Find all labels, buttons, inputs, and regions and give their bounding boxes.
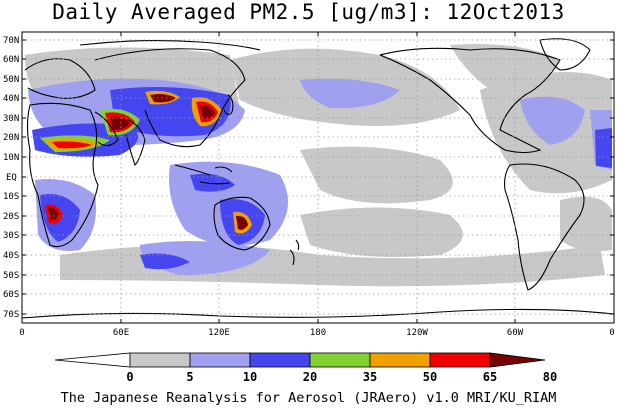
colorbar-swatch: [129, 352, 191, 368]
coastline-australia: [213, 196, 271, 251]
lat-label: 30S: [3, 231, 19, 241]
pm25-band-gray-south-pacific: [300, 207, 463, 258]
lat-label: 60S: [3, 290, 19, 300]
pm25-band-maroon-arabia: [110, 116, 130, 130]
coastline-antarctica: [21, 308, 615, 319]
coastline-arctic-asia: [79, 39, 261, 51]
coastlines: [21, 38, 615, 319]
colorbar-tick-label: 5: [186, 370, 193, 384]
lon-ticks: [120, 32, 516, 323]
lat-label: 40N: [3, 94, 19, 104]
pm25-band-gray-north-america: [450, 44, 560, 95]
colorbar: 0 5 10 20 35 50 65 80: [54, 352, 557, 384]
map-frame-group: [21, 31, 615, 324]
lat-label: 40S: [3, 251, 19, 261]
pm25-band-maroon-africa: [48, 207, 59, 220]
pm25-band-maroon-australia: [236, 215, 248, 230]
lon-label: 60W: [507, 328, 524, 338]
colorbar-tick-label: 20: [303, 370, 317, 384]
pm25-band-maroon-china-east: [200, 105, 215, 119]
lat-label: 10S: [3, 192, 19, 202]
lat-axis-labels: 70N 60N 50N 40N 30N 20N 10N EQ 10S 20S 3…: [3, 36, 19, 320]
coastline-north-america: [379, 47, 561, 154]
coastline-east-asia: [94, 48, 246, 148]
colorbar-tick-label: 50: [423, 370, 437, 384]
lat-label: 70N: [3, 36, 19, 46]
colorbar-tick-label: 80: [543, 370, 557, 384]
coastline-japan: [223, 94, 234, 116]
lon-label: 0: [19, 328, 24, 338]
gridlines: [22, 32, 614, 323]
lon-axis-labels: 0 60E 120E 180 120W 60W 0: [19, 328, 614, 338]
pm25-band-blue-central-america: [595, 128, 612, 168]
colorbar-tick-label: 0: [126, 370, 133, 384]
lat-label: 50N: [3, 75, 19, 85]
pm25-band-gray-central-pacific: [300, 146, 453, 204]
lon-label: 60E: [113, 328, 129, 338]
colorbar-swatch: [429, 352, 491, 368]
coastline-south-america: [504, 163, 585, 291]
lat-label: 30N: [3, 114, 19, 124]
lat-label: 20N: [3, 133, 19, 143]
pm25-band-blue-indonesia: [190, 173, 235, 192]
pm25-band-red-india: [52, 141, 92, 149]
lon-label: 180: [310, 328, 326, 338]
coastline-india: [125, 119, 146, 167]
pm25-band-blue-southern: [140, 253, 190, 270]
colorbar-swatch: [189, 352, 251, 368]
lat-ticks: [22, 39, 614, 315]
colorbar-swatch: [249, 352, 311, 368]
lon-label: 120E: [208, 328, 230, 338]
colorbar-tick-label: 10: [243, 370, 257, 384]
page-title: Daily Averaged PM2.5 [ug/m3]: 12Oct2013: [52, 0, 565, 24]
lat-label: 70S: [3, 310, 19, 320]
colorbar-tick-label: 35: [363, 370, 377, 384]
pm25-band-lightblue-atlantic: [520, 96, 585, 145]
lat-label: 20S: [3, 212, 19, 222]
colorbar-tick-label: 65: [483, 370, 497, 384]
lat-label: 60N: [3, 55, 19, 65]
lon-label: 120W: [406, 328, 428, 338]
colorbar-swatch-low: [54, 352, 131, 368]
colorbar-swatch: [309, 352, 371, 368]
lat-label: 50S: [3, 271, 19, 281]
coastline-new-zealand: [289, 239, 300, 266]
coastline-indonesia: [174, 164, 233, 185]
pm25-band-gray-south-atlantic: [560, 196, 612, 252]
pm25-band-lightblue-n-pacific: [300, 78, 400, 109]
colorbar-swatch-high: [489, 352, 546, 368]
lat-label: 10N: [3, 153, 19, 163]
lon-label: 0: [609, 328, 614, 338]
coastline-europe: [24, 58, 96, 99]
coastline-greenland: [539, 38, 591, 71]
footer-credit: The Japanese Reanalysis for Aerosol (JRA…: [60, 390, 557, 406]
coastline-africa: [26, 102, 99, 248]
lat-label: EQ: [6, 173, 17, 183]
colorbar-swatch: [369, 352, 431, 368]
